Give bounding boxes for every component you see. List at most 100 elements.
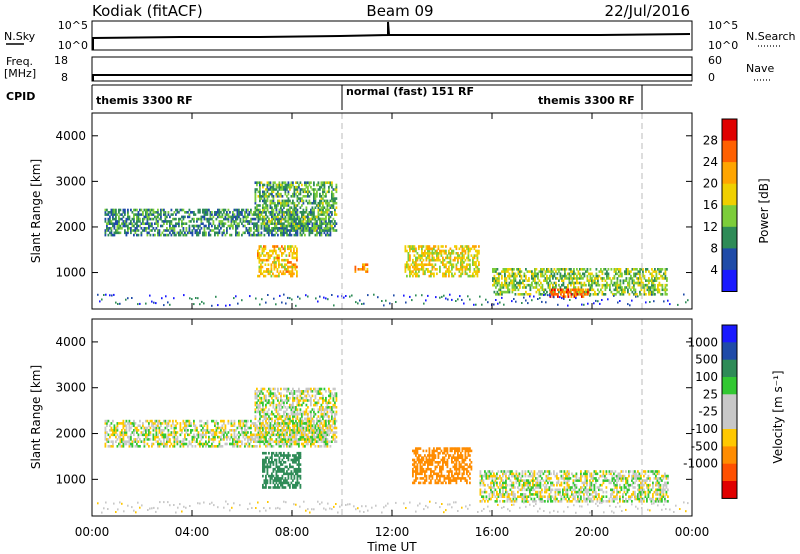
heatmap-cell bbox=[302, 433, 305, 437]
heatmap-cell bbox=[325, 195, 327, 198]
heatmap-cell bbox=[155, 440, 158, 443]
heatmap-cell bbox=[166, 426, 168, 430]
heatmap-cell bbox=[365, 270, 367, 273]
heatmap-cell bbox=[194, 440, 197, 443]
heatmap-cell bbox=[254, 433, 257, 437]
heatmap-cell bbox=[142, 220, 144, 223]
heatmap-cell bbox=[319, 433, 321, 437]
heatmap-cell bbox=[121, 431, 123, 434]
heatmap-cell bbox=[311, 390, 314, 393]
heatmap-cell bbox=[550, 281, 553, 285]
heatmap-cell bbox=[289, 426, 291, 430]
heatmap-cell bbox=[149, 211, 152, 214]
heatmap-cell bbox=[298, 399, 300, 402]
heatmap-cell bbox=[199, 433, 201, 437]
heatmap-cell bbox=[217, 426, 219, 430]
heatmap-cell bbox=[519, 274, 521, 278]
freq-label-1: Freq. bbox=[6, 55, 33, 68]
heatmap-cell bbox=[440, 254, 443, 257]
heatmap-cell bbox=[295, 408, 297, 411]
heatmap-cell bbox=[293, 406, 296, 409]
heatmap-cell bbox=[254, 211, 257, 214]
heatmap-cell bbox=[543, 288, 545, 292]
heatmap-cell bbox=[314, 401, 317, 405]
heatmap-cell bbox=[136, 442, 138, 446]
heatmap-cell bbox=[281, 401, 284, 405]
y-tick-label: 4000 bbox=[55, 129, 86, 143]
heatmap-cell bbox=[287, 197, 290, 200]
heatmap-cell bbox=[109, 424, 111, 427]
heatmap-cell bbox=[254, 213, 257, 216]
heatmap-cell bbox=[517, 293, 520, 296]
heatmap-cell bbox=[225, 304, 227, 307]
heatmap-cell bbox=[259, 403, 261, 407]
heatmap-cell bbox=[310, 231, 312, 235]
heatmap-cell bbox=[256, 445, 258, 448]
heatmap-cell bbox=[467, 245, 470, 248]
heatmap-cell bbox=[442, 256, 444, 260]
heatmap-cell bbox=[434, 252, 437, 255]
heatmap-cell bbox=[278, 445, 281, 448]
heatmap-cell bbox=[498, 281, 500, 285]
heatmap-cell bbox=[616, 290, 619, 294]
heatmap-cell bbox=[293, 227, 296, 230]
heatmap-cell bbox=[203, 424, 206, 427]
heatmap-cell bbox=[264, 263, 267, 266]
heatmap-cell bbox=[199, 445, 201, 448]
heatmap-cell bbox=[283, 412, 285, 416]
heatmap-cell bbox=[245, 211, 248, 214]
heatmap-cell bbox=[311, 440, 314, 443]
heatmap-cell bbox=[304, 390, 306, 393]
heatmap-cell bbox=[263, 206, 266, 209]
heatmap-cell bbox=[314, 201, 317, 205]
heatmap-cell bbox=[609, 277, 611, 280]
heatmap-cell bbox=[351, 294, 353, 297]
heatmap-cell bbox=[226, 213, 228, 216]
heatmap-cell bbox=[286, 185, 288, 189]
heatmap-cell bbox=[305, 294, 307, 297]
heatmap-cell bbox=[576, 268, 578, 271]
heatmap-cell bbox=[282, 247, 285, 251]
heatmap-cell bbox=[460, 256, 462, 260]
heatmap-cell bbox=[257, 181, 260, 184]
heatmap-cell bbox=[328, 227, 330, 230]
heatmap-cell bbox=[278, 208, 281, 212]
heatmap-cell bbox=[145, 227, 147, 230]
heatmap-cell bbox=[317, 206, 320, 209]
heatmap-cell bbox=[235, 233, 237, 237]
heatmap-cell bbox=[278, 195, 281, 198]
heatmap-cell bbox=[304, 394, 306, 398]
heatmap-cell bbox=[649, 290, 652, 294]
heatmap-cell bbox=[125, 233, 128, 237]
heatmap-cell bbox=[461, 265, 464, 269]
heatmap-cell bbox=[239, 217, 242, 221]
heatmap-cell bbox=[280, 229, 282, 232]
heatmap-cell bbox=[262, 192, 264, 196]
heatmap-cell bbox=[265, 399, 267, 402]
heatmap-cell bbox=[266, 231, 269, 235]
heatmap-cell bbox=[257, 394, 260, 398]
heatmap-cell bbox=[112, 429, 114, 432]
heatmap-cell bbox=[308, 394, 311, 398]
heatmap-cell bbox=[258, 268, 261, 271]
heatmap-cell bbox=[119, 302, 121, 305]
heatmap-cell bbox=[157, 435, 159, 439]
heatmap-cell bbox=[270, 249, 273, 253]
heatmap-cell bbox=[314, 438, 317, 441]
heatmap-cell bbox=[110, 233, 113, 237]
heatmap-cell bbox=[334, 222, 336, 225]
heatmap-cell bbox=[262, 433, 264, 437]
heatmap-cell bbox=[271, 233, 273, 237]
heatmap-cell bbox=[439, 265, 441, 269]
heatmap-cell bbox=[308, 222, 311, 225]
heatmap-cell bbox=[107, 445, 110, 448]
heatmap-cell bbox=[625, 270, 628, 273]
heatmap-cell bbox=[262, 435, 264, 439]
heatmap-cell bbox=[454, 258, 456, 262]
heatmap-cell bbox=[223, 224, 225, 228]
heatmap-cell bbox=[128, 442, 131, 446]
heatmap-cell bbox=[639, 270, 641, 273]
heatmap-cell bbox=[513, 274, 515, 278]
heatmap-cell bbox=[149, 433, 152, 437]
